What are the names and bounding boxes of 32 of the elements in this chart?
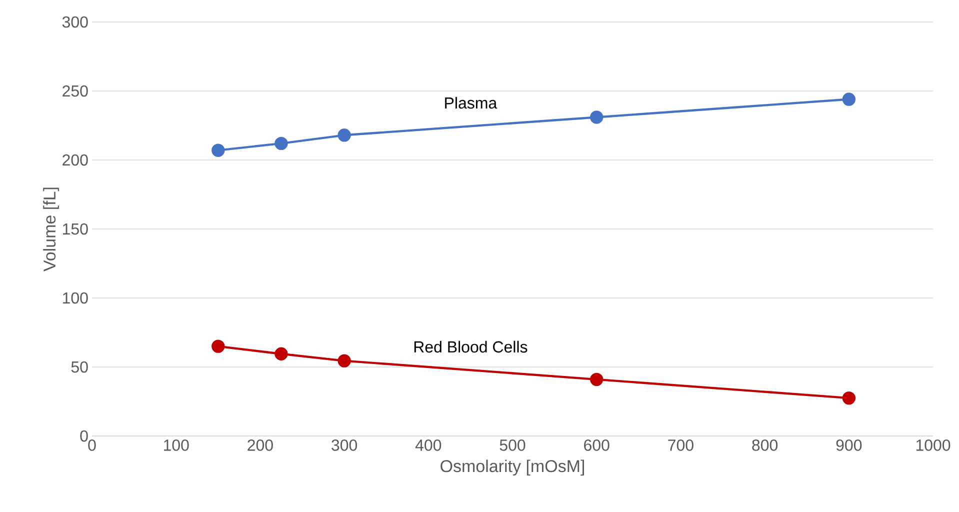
point [338, 128, 351, 142]
point [274, 347, 288, 360]
point [590, 372, 604, 386]
x-tick-label: 400 [415, 440, 442, 451]
point [274, 136, 288, 150]
y-tick-label: 300 [62, 16, 88, 28]
series-label: Red Blood Cells [414, 340, 528, 353]
y-tick-label: 150 [63, 223, 88, 235]
x-tick-label: 600 [584, 440, 610, 451]
point [842, 391, 856, 405]
y-axis-title: Volume [fL] [43, 188, 59, 272]
series-label: Plasma [445, 96, 498, 109]
x-tick-label: 0 [88, 440, 96, 451]
x-tick-label: 700 [668, 440, 694, 451]
y-tick-label: 250 [62, 85, 88, 97]
x-tick-label: 100 [164, 440, 189, 451]
y-tick-label: 100 [63, 292, 88, 304]
point [338, 354, 351, 368]
x-tick-label: 1000 [916, 440, 950, 451]
point [212, 144, 225, 157]
y-tick-label: 200 [62, 154, 88, 166]
x-tick-label: 900 [836, 440, 862, 451]
x-tick-label: 800 [752, 440, 778, 451]
x-axis-title: Osmolarity [mOsM] [440, 460, 584, 476]
point [212, 340, 225, 353]
point [590, 110, 604, 124]
y-tick-label: 50 [71, 361, 88, 373]
x-tick-label: 500 [500, 440, 526, 451]
x-tick-label: 200 [248, 440, 273, 451]
x-tick-label: 300 [332, 440, 358, 451]
y-tick-label: 0 [80, 430, 88, 442]
point [842, 92, 856, 106]
